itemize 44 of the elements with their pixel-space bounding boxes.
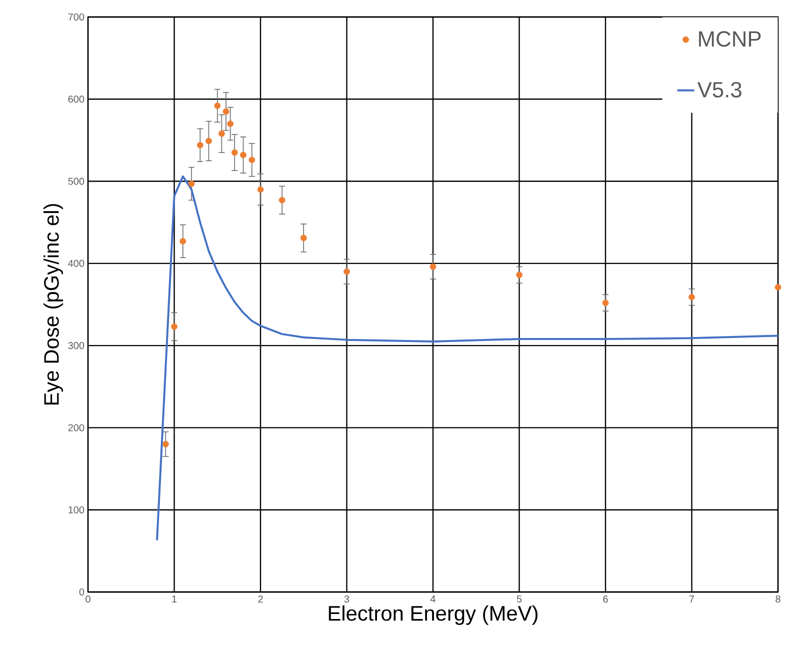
x-tick-label: 1 (172, 596, 177, 602)
legend-label: V5.3 (697, 82, 742, 98)
x-tick-label: 6 (603, 596, 608, 603)
point (222, 108, 230, 115)
point (206, 138, 212, 144)
point (227, 120, 234, 127)
y-tick-label: 500 (68, 178, 84, 185)
point (162, 440, 169, 448)
point (300, 234, 307, 242)
x-tick-label: 2 (258, 596, 263, 602)
point (180, 238, 186, 244)
x-tick-label: 0 (86, 596, 90, 603)
y-tick-label: 700 (68, 13, 84, 21)
y-axis-title: Eye Dose (pGy/inc el) (44, 204, 64, 405)
point (240, 152, 246, 158)
x-axis-title: Electron Energy (MeV) (328, 605, 538, 625)
point (688, 294, 695, 300)
point (196, 142, 204, 148)
point (257, 186, 264, 193)
y-tick-label: 400 (68, 260, 84, 267)
x-tick-label: 3 (344, 596, 350, 603)
x-tick-label: 4 (430, 596, 436, 602)
point (214, 102, 221, 109)
x-tick-label: 5 (516, 596, 522, 602)
point (188, 180, 195, 187)
point (171, 323, 178, 330)
point (248, 156, 256, 164)
line-series (156, 175, 779, 542)
point (218, 130, 225, 137)
point (516, 272, 522, 278)
point (430, 264, 436, 270)
y-tick-label: 600 (68, 96, 84, 103)
x-tick-label: 7 (689, 596, 694, 602)
point (231, 149, 238, 156)
x-tick-label: 8 (776, 596, 780, 603)
point (278, 196, 286, 204)
point (344, 268, 350, 275)
y-tick-label: 300 (68, 342, 84, 350)
y-tick-label: 0 (79, 588, 84, 596)
legend-label: MCNP (699, 31, 761, 47)
point (774, 284, 782, 290)
point (602, 300, 609, 306)
y-tick-label: 100 (68, 506, 84, 514)
y-tick-label: 200 (68, 424, 84, 432)
